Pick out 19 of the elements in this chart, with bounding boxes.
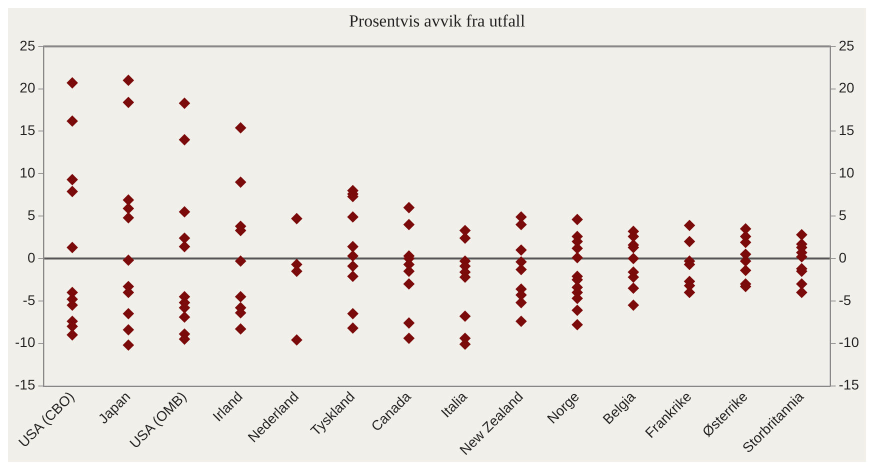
- y2-tick-label: -15: [838, 376, 860, 393]
- chart-title: Prosentvis avvik fra utfall: [348, 12, 526, 31]
- y2-tick-label: 15: [838, 122, 855, 138]
- y-tick-label: 0: [27, 249, 36, 266]
- y-tick-label: -15: [15, 376, 36, 393]
- y2-tick-label: 25: [838, 37, 855, 54]
- y-tick-label: 15: [20, 122, 36, 138]
- y-tick-label: -5: [22, 292, 36, 308]
- y-tick-label: 25: [20, 37, 36, 54]
- y-tick-label: -10: [15, 334, 36, 350]
- y-tick-label: 20: [20, 80, 36, 96]
- y2-tick-label: 10: [838, 164, 855, 181]
- y-tick-label: 10: [20, 164, 36, 181]
- y2-tick-label: 5: [838, 206, 847, 223]
- y2-tick-label: 20: [838, 80, 855, 96]
- y2-tick-label: -5: [838, 292, 852, 308]
- y2-tick-label: 0: [838, 249, 847, 266]
- y-tick-label: 5: [27, 206, 36, 223]
- y2-tick-label: -10: [838, 334, 860, 350]
